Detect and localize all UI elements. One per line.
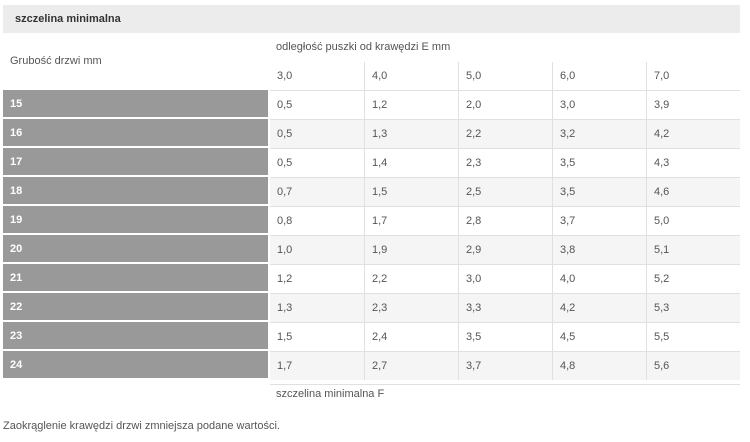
cell: 2,9 bbox=[458, 235, 552, 264]
column-header: 6,0 bbox=[552, 62, 646, 90]
cell: 2,3 bbox=[364, 293, 458, 322]
cell: 1,5 bbox=[364, 177, 458, 206]
cell: 4,8 bbox=[552, 351, 646, 380]
cell: 3,5 bbox=[552, 148, 646, 177]
cell: 4,0 bbox=[552, 264, 646, 293]
cell: 1,0 bbox=[270, 235, 364, 264]
cell: 1,3 bbox=[270, 293, 364, 322]
cell: 2,0 bbox=[458, 90, 552, 119]
column-header: 3,0 bbox=[277, 70, 293, 82]
cell: 4,3 bbox=[646, 148, 740, 177]
cell: 2,4 bbox=[364, 322, 458, 351]
cell: 0,8 bbox=[270, 206, 364, 235]
cell: 0,5 bbox=[270, 119, 364, 148]
cell: 5,6 bbox=[646, 351, 740, 380]
column-header: 5,0 bbox=[458, 62, 552, 90]
cell: 5,0 bbox=[646, 206, 740, 235]
cell: 1,7 bbox=[270, 351, 364, 380]
column-header: 4,0 bbox=[364, 62, 458, 90]
cell: 5,1 bbox=[646, 235, 740, 264]
row-label: 17 bbox=[3, 148, 268, 176]
cell: 2,5 bbox=[458, 177, 552, 206]
table-title: szczelina minimalna bbox=[15, 13, 121, 25]
cell: 4,5 bbox=[552, 322, 646, 351]
cell: 3,3 bbox=[458, 293, 552, 322]
cell: 3,0 bbox=[458, 264, 552, 293]
cell: 0,7 bbox=[270, 177, 364, 206]
cell: 1,9 bbox=[364, 235, 458, 264]
cell: 1,2 bbox=[364, 90, 458, 119]
row-label: 16 bbox=[3, 119, 268, 147]
row-label: 15 bbox=[3, 90, 268, 118]
cell: 3,9 bbox=[646, 90, 740, 119]
table-footer: szczelina minimalna F bbox=[276, 388, 385, 400]
row-header: Grubość drzwi mm bbox=[10, 55, 102, 67]
cell: 1,4 bbox=[364, 148, 458, 177]
cell: 2,3 bbox=[458, 148, 552, 177]
cell: 3,7 bbox=[552, 206, 646, 235]
cell: 0,5 bbox=[270, 148, 364, 177]
cell: 3,5 bbox=[552, 177, 646, 206]
cell: 1,3 bbox=[364, 119, 458, 148]
cell: 1,7 bbox=[364, 206, 458, 235]
column-group-header: odległość puszki od krawędzi E mm bbox=[276, 41, 451, 53]
cell: 5,5 bbox=[646, 322, 740, 351]
column-header: 7,0 bbox=[646, 62, 740, 90]
cell: 3,0 bbox=[552, 90, 646, 119]
cell: 2,7 bbox=[364, 351, 458, 380]
row-label: 23 bbox=[3, 322, 268, 350]
row-label: 18 bbox=[3, 177, 268, 205]
cell: 3,8 bbox=[552, 235, 646, 264]
row-label: 19 bbox=[3, 206, 268, 234]
title-bar: szczelina minimalna bbox=[3, 5, 740, 33]
cell: 3,2 bbox=[552, 119, 646, 148]
footer-row: szczelina minimalna F bbox=[270, 384, 740, 408]
cell: 4,2 bbox=[646, 119, 740, 148]
row-label: 22 bbox=[3, 293, 268, 321]
cell: 2,2 bbox=[364, 264, 458, 293]
cell: 2,2 bbox=[458, 119, 552, 148]
cell: 4,6 bbox=[646, 177, 740, 206]
cell: 0,5 bbox=[270, 90, 364, 119]
cell: 5,3 bbox=[646, 293, 740, 322]
note: Zaokrąglenie krawędzi drzwi zmniejsza po… bbox=[3, 420, 280, 432]
cell: 1,2 bbox=[270, 264, 364, 293]
cell: 2,8 bbox=[458, 206, 552, 235]
row-label: 21 bbox=[3, 264, 268, 292]
row-label: 24 bbox=[3, 351, 268, 379]
cell: 3,5 bbox=[458, 322, 552, 351]
cell: 4,2 bbox=[552, 293, 646, 322]
cell: 3,7 bbox=[458, 351, 552, 380]
cell: 1,5 bbox=[270, 322, 364, 351]
row-label: 20 bbox=[3, 235, 268, 263]
cell: 5,2 bbox=[646, 264, 740, 293]
